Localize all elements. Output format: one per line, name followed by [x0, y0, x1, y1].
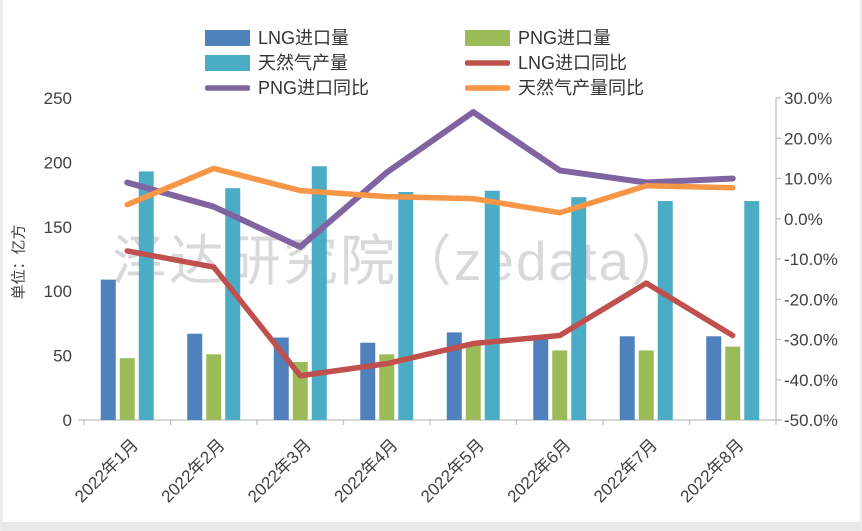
legend-swatch-1 — [205, 30, 250, 46]
legend-label-3: 天然气产量 — [258, 53, 348, 73]
line-series — [124, 165, 736, 216]
right-axis-tick-label: -40.0% — [784, 371, 838, 390]
bar-segment — [484, 190, 500, 420]
line-series — [124, 109, 736, 250]
right-axis-tick-label: -30.0% — [784, 331, 838, 350]
right-axis-tick-label: 30.0% — [784, 89, 832, 108]
bar-segment — [360, 342, 376, 420]
legend-label-5: PNG进口同比 — [258, 78, 369, 98]
right-axis-tick-label: -20.0% — [784, 290, 838, 309]
bar-segment — [398, 192, 414, 420]
x-axis-category-label: 2022年4月 — [331, 435, 402, 506]
bar-segment — [187, 333, 203, 420]
left-axis-title: 单位：亿方 — [10, 224, 28, 300]
left-axis-tick-label: 0 — [63, 411, 72, 430]
x-axis-category-label: 2022年5月 — [417, 435, 488, 506]
right-axis-tick-label: -10.0% — [784, 250, 838, 269]
bar-segment — [571, 197, 587, 420]
right-axis-tick-label: -50.0% — [784, 411, 838, 430]
legend-swatch-2 — [465, 30, 510, 46]
right-axis-tick-label: 20.0% — [784, 129, 832, 148]
legend-swatch-3 — [205, 55, 250, 71]
bar-segment — [638, 350, 654, 420]
x-axis-category-label: 2022年1月 — [71, 435, 142, 506]
bar-segment — [100, 279, 116, 420]
right-axis-tick-label: 10.0% — [784, 170, 832, 189]
left-axis-tick-label: 100 — [44, 282, 72, 301]
x-axis-category-label: 2022年6月 — [504, 435, 575, 506]
left-border-strip — [0, 0, 3, 531]
bar-segment — [311, 166, 327, 420]
legend-label-2: PNG进口量 — [518, 28, 611, 48]
left-axis-tick-label: 250 — [44, 89, 72, 108]
bar-segment — [744, 201, 760, 420]
legend-label-1: LNG进口量 — [258, 28, 349, 48]
line-series — [124, 248, 736, 379]
left-axis-tick-label: 200 — [44, 153, 72, 172]
bar-segment — [706, 336, 722, 420]
bar-segment — [552, 350, 568, 420]
right-axis-tick-label: 0.0% — [784, 210, 823, 229]
legend-swatch-4 — [465, 60, 510, 66]
bar-segment — [725, 346, 741, 420]
legend-swatch-6 — [465, 85, 510, 91]
legend-label-4: LNG进口同比 — [518, 53, 627, 73]
bar-segment — [533, 334, 549, 420]
bar-segment — [379, 354, 395, 420]
right-border-strip — [860, 0, 862, 531]
bar-segment — [657, 201, 673, 420]
bar-segment — [619, 336, 635, 420]
legend-swatch-5 — [205, 85, 250, 91]
left-axis-tick-label: 50 — [53, 347, 72, 366]
bar-segment — [225, 188, 241, 420]
legend-label-6: 天然气产量同比 — [518, 78, 644, 98]
x-axis-category-label: 2022年2月 — [158, 435, 229, 506]
bar-segment — [465, 345, 481, 420]
bar-segment — [138, 171, 154, 420]
x-axis-category-label: 2022年3月 — [244, 435, 315, 506]
x-axis-category-label: 2022年7月 — [590, 435, 661, 506]
x-axis-category-label: 2022年8月 — [677, 435, 748, 506]
left-axis-tick-label: 150 — [44, 218, 72, 237]
bar-segment — [206, 354, 222, 420]
bar-segment — [119, 358, 135, 420]
bottom-border-strip — [0, 522, 862, 531]
bar-segment — [446, 332, 462, 420]
